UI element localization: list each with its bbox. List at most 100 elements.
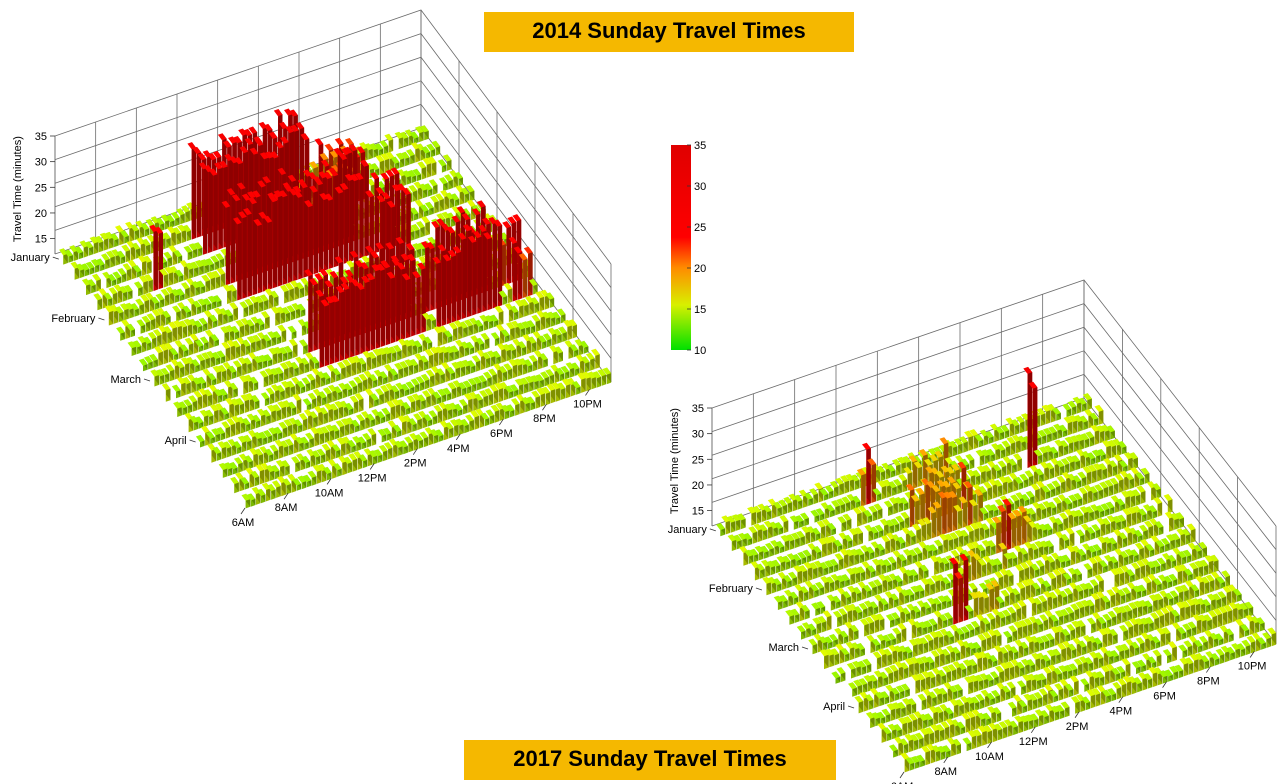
- hour-tick-label: 8AM: [275, 502, 298, 514]
- bar-top-face: [424, 201, 434, 209]
- bar-top-face: [221, 341, 231, 349]
- bar-top-face: [275, 141, 284, 149]
- bar-top-face: [437, 159, 447, 167]
- bar-top-face: [396, 183, 406, 191]
- bar-top-face: [202, 368, 212, 376]
- bar-top-face: [344, 173, 354, 181]
- bar-top-face: [254, 448, 263, 456]
- bar-top-face: [369, 393, 379, 401]
- bar-top-face: [392, 344, 402, 353]
- bar-top-face: [347, 356, 356, 364]
- bar-top-face: [318, 171, 327, 179]
- bar-top-face: [59, 248, 68, 256]
- bar-top-face: [197, 376, 206, 384]
- bar-top-face: [335, 420, 345, 428]
- bar-top-face: [537, 335, 547, 343]
- bar-top-face: [429, 346, 439, 354]
- bar-top-face: [154, 346, 163, 354]
- bar-side-face: [381, 263, 386, 346]
- bar-top-face: [206, 271, 216, 280]
- bar-top-face: [518, 253, 528, 261]
- bar-top-face: [404, 359, 413, 367]
- bar-top-face: [158, 325, 167, 333]
- bar-top-face: [368, 374, 378, 382]
- bar-top-face: [164, 266, 174, 274]
- bar-top-face: [362, 350, 372, 359]
- bar-top-face: [367, 351, 377, 359]
- bar-top-face: [452, 246, 462, 254]
- bar-top-face: [202, 298, 212, 306]
- bar-side-face: [416, 271, 421, 334]
- bar-top-face: [395, 236, 405, 244]
- bar-top-face: [263, 430, 272, 438]
- bar-side-face: [278, 190, 283, 285]
- bar-top-face: [541, 311, 551, 319]
- bar-top-face: [116, 250, 125, 258]
- bar-top-face: [112, 271, 122, 279]
- bar-top-face: [493, 219, 503, 227]
- bar-top-face: [451, 206, 461, 214]
- bar-top-face: [243, 208, 252, 216]
- bar-top-face: [340, 282, 350, 290]
- bar-top-face: [155, 293, 165, 301]
- bar-side-face: [247, 208, 252, 296]
- bar-top-face: [239, 453, 248, 461]
- bar-top-face: [188, 318, 198, 326]
- bar-top-face: [197, 298, 207, 306]
- bar-side-face: [197, 146, 202, 237]
- bar-top-face: [210, 255, 219, 263]
- bar-top-face: [344, 269, 354, 277]
- bar-top-face: [174, 340, 184, 348]
- bar-top-face: [253, 356, 262, 364]
- bar-top-face: [180, 357, 190, 365]
- bar-top-face: [301, 377, 311, 385]
- bar-top-face: [243, 357, 252, 365]
- bar-top-face: [93, 293, 102, 301]
- bar-top-face: [265, 387, 275, 395]
- bar-top-face: [208, 384, 218, 392]
- bar-top-face: [245, 319, 255, 327]
- bar-top-face: [521, 321, 530, 329]
- bar-top-face: [400, 151, 410, 159]
- bar-top-face: [415, 376, 425, 384]
- bar-top-face: [175, 288, 185, 296]
- bar-top-face: [460, 187, 470, 195]
- bar-top-face: [254, 296, 264, 304]
- bar-top-face: [295, 282, 304, 290]
- bar-top-face: [438, 177, 448, 185]
- bar-top-face: [430, 195, 439, 203]
- bar-top-face: [418, 183, 428, 191]
- bar-top-face: [195, 434, 205, 443]
- bar-top-face: [212, 365, 222, 373]
- bar-top-face: [203, 389, 213, 397]
- bar-top-face: [228, 462, 238, 470]
- bar-top-face: [247, 191, 256, 199]
- bar-top-face: [278, 421, 288, 429]
- bar-top-face: [283, 345, 293, 353]
- bar-top-face: [307, 392, 317, 400]
- bar-top-face: [235, 319, 245, 328]
- bar-top-face: [250, 316, 260, 324]
- bar-top-face: [425, 369, 435, 377]
- bar-top-face: [370, 172, 379, 180]
- bar-top-face: [189, 333, 199, 341]
- bar-top-face: [196, 354, 205, 362]
- bar-top-face: [256, 408, 266, 416]
- bar-side-face: [325, 299, 330, 365]
- bar-top-face: [315, 427, 324, 435]
- bar-top-face: [426, 242, 435, 250]
- bar-top-face: [421, 146, 430, 154]
- bar-top-face: [199, 336, 209, 344]
- bar-top-face: [491, 350, 501, 358]
- bar-side-face: [513, 236, 518, 300]
- bar-top-face: [92, 273, 101, 281]
- bar-top-face: [523, 246, 533, 254]
- bar-top-face: [162, 232, 171, 240]
- bar-top-face: [483, 232, 492, 240]
- hour-tick-mark: [240, 507, 246, 515]
- bar-top-face: [503, 282, 513, 290]
- bar-side-face: [191, 142, 197, 238]
- bar-top-face: [232, 441, 242, 449]
- bar-top-face: [263, 123, 273, 132]
- bar-top-face: [420, 241, 430, 249]
